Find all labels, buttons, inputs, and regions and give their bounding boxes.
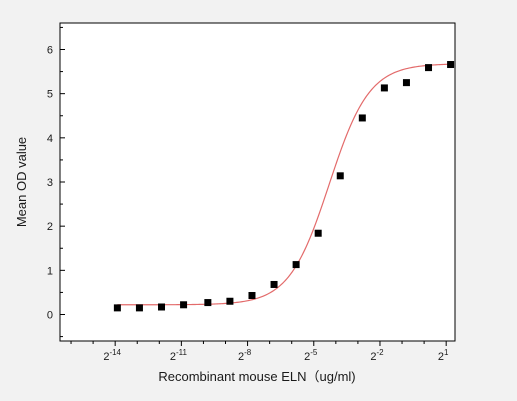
- data-point: [248, 292, 256, 300]
- x-tick-label: 2-5: [304, 348, 318, 363]
- data-point: [158, 303, 166, 311]
- data-point: [292, 261, 300, 269]
- fit-curve: [117, 63, 451, 306]
- plot-area: [59, 22, 456, 342]
- axes-layer: 0 1 2 3 4 5 6 2-14 2-11 2-8 2-5 2-2 21: [47, 26, 449, 363]
- data-point: [425, 64, 433, 72]
- data-point: [358, 114, 366, 122]
- data-point: [447, 61, 455, 69]
- data-point: [380, 84, 388, 92]
- y-axis-title: Mean OD value: [14, 137, 29, 227]
- x-tick-label: 2-8: [238, 348, 252, 363]
- y-tick-label: 2: [47, 221, 53, 233]
- x-tick-label: 2-11: [170, 348, 188, 363]
- data-points: [113, 61, 455, 312]
- data-point: [204, 299, 212, 307]
- data-point: [135, 304, 143, 312]
- data-point: [270, 280, 278, 288]
- x-axis-title: Recombinant mouse ELN（ug/ml): [158, 369, 355, 384]
- y-tick-label: 4: [47, 133, 53, 145]
- data-point: [226, 297, 234, 305]
- y-tick-label: 6: [47, 45, 53, 57]
- y-tick-label: 5: [47, 89, 53, 101]
- data-point: [180, 301, 188, 309]
- x-tick-label: 2-2: [370, 348, 384, 363]
- data-point: [314, 229, 322, 237]
- x-tick-label: 2-14: [103, 348, 121, 363]
- y-tick-label: 1: [47, 265, 53, 277]
- data-point: [113, 304, 121, 312]
- x-tick-label: 21: [438, 348, 449, 363]
- y-tick-label: 3: [47, 177, 53, 189]
- y-tick-label: 0: [47, 310, 53, 322]
- data-point: [336, 172, 344, 180]
- data-point: [402, 79, 410, 87]
